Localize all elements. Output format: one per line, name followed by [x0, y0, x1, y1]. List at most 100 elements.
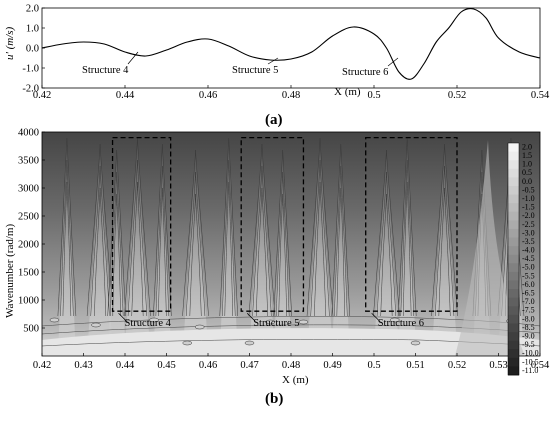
contour-line [252, 165, 272, 317]
colorbar-label: 0.0 [522, 177, 532, 186]
y-axis-label-b: Wavenumber (rad/m) [4, 224, 16, 318]
y-tick-label: 3500 [18, 156, 39, 167]
x-tick-label: 0.54 [531, 90, 550, 101]
colorbar-label: -6.5 [522, 289, 535, 298]
x-tick-label: 0.47 [240, 360, 258, 371]
x-tick-label: 0.54 [531, 360, 550, 371]
colorbar-swatch [508, 168, 519, 178]
x-tick-label: 0.51 [406, 360, 424, 371]
colorbar-swatch [508, 194, 519, 204]
contour-line [431, 143, 458, 317]
ridge [331, 144, 350, 356]
colorbar-label: -3.5 [522, 237, 535, 246]
contour-line [185, 171, 206, 317]
x-tick-label: 0.44 [116, 360, 135, 371]
colorbar-swatch [508, 177, 519, 187]
contour-line [107, 149, 126, 317]
colorbar-swatch [508, 314, 519, 324]
x-tick-label: 0.5 [367, 360, 380, 371]
ridge [248, 144, 275, 356]
structure-box [111, 136, 172, 312]
colorbar-swatch [508, 271, 519, 281]
panel-a: 0.42 0.44 0.46 0.48 0.5 0.52 0.54 2.0 1.0 0.0 -1.0… [4, 4, 550, 129]
colorbar-label: -7.0 [522, 297, 535, 306]
colorbar-label: -2.0 [522, 211, 535, 220]
structure-label: Structure 5 [253, 318, 299, 329]
contour-line [336, 187, 346, 317]
y-tick-label: 3000 [18, 184, 39, 195]
ridge [307, 138, 334, 356]
colorbar-label: 1.0 [522, 160, 532, 169]
colorbar-swatch [508, 237, 519, 247]
panel-label-a: (a) [265, 112, 283, 128]
contour-line [94, 187, 107, 317]
contour-line [434, 165, 455, 317]
y-tick-label: 2000 [18, 240, 39, 251]
colorbar-swatch [508, 254, 519, 264]
contour-line [224, 181, 233, 317]
colorbar-swatch [508, 220, 519, 230]
y-tick-label: -1.0 [22, 64, 39, 75]
contour-line [373, 149, 400, 317]
series-line [41, 8, 541, 80]
x-axis-label-a: X (m) [334, 86, 361, 98]
light-wedge [455, 140, 525, 356]
contour-line [278, 193, 287, 317]
ridge [57, 138, 76, 356]
colorbar-label: -2.5 [522, 220, 535, 229]
contour-blob [244, 340, 255, 346]
colorbar-frame [507, 142, 520, 376]
contour-line [314, 181, 327, 317]
colorbar-label: -9.0 [522, 331, 535, 340]
annotation-pointer [387, 57, 399, 67]
annotation-structure-4: Structure 4 [82, 65, 129, 76]
contour-line [306, 137, 334, 317]
contour-blob [91, 322, 101, 328]
structure-box [240, 136, 305, 312]
panel-label-b: (b) [265, 391, 283, 407]
contour-line [331, 143, 351, 317]
ridge [431, 144, 458, 356]
colorbar-swatch [508, 211, 519, 221]
colorbar-label: -5.5 [522, 271, 535, 280]
x-tick-label: 0.48 [282, 360, 300, 371]
colorbar-label: -7.5 [522, 306, 535, 315]
colorbar-label: -4.0 [522, 246, 535, 255]
structure-label: Structure 6 [378, 318, 424, 329]
x-tick-label: 0.42 [33, 360, 51, 371]
colorbar-swatch [508, 143, 519, 152]
annotation-structure-6: Structure 6 [342, 67, 388, 78]
colorbar-label: -10.0 [522, 349, 539, 358]
contour-line [112, 193, 121, 317]
contour-blob [410, 340, 421, 346]
colorbar-label: -1.0 [522, 194, 535, 203]
contour-line [158, 187, 167, 317]
contour-blob [390, 317, 400, 323]
colorbar-swatch [508, 151, 519, 161]
colorbar-swatch [508, 203, 519, 213]
colorbar-swatch [508, 289, 519, 299]
contour-line [255, 187, 268, 317]
low-wavenumber-band [42, 328, 540, 356]
colorbar-swatch [508, 323, 519, 333]
structure-pointer [246, 312, 256, 322]
x-axis-label-b: X (m) [282, 374, 309, 386]
x-tick-label: 0.52 [448, 90, 466, 101]
contour-line [57, 137, 77, 317]
contour-line [248, 143, 276, 317]
x-tick-label: 0.48 [282, 90, 300, 101]
colorbar-label: -8.0 [522, 314, 535, 323]
colorbar-swatch [508, 349, 519, 359]
colorbar-label: -11.0 [522, 366, 538, 375]
contour-blob [182, 340, 192, 346]
ridge [87, 144, 114, 356]
contour-line [222, 159, 236, 317]
plot-frame-a [41, 7, 541, 89]
y-tick-label: 2500 [18, 212, 39, 223]
colorbar-label: -6.0 [522, 280, 535, 289]
colorbar-label: -0.5 [522, 185, 535, 194]
colorbar-swatch [508, 332, 519, 342]
colorbar-swatch [508, 357, 519, 367]
colorbar-label: -10.5 [522, 357, 539, 366]
